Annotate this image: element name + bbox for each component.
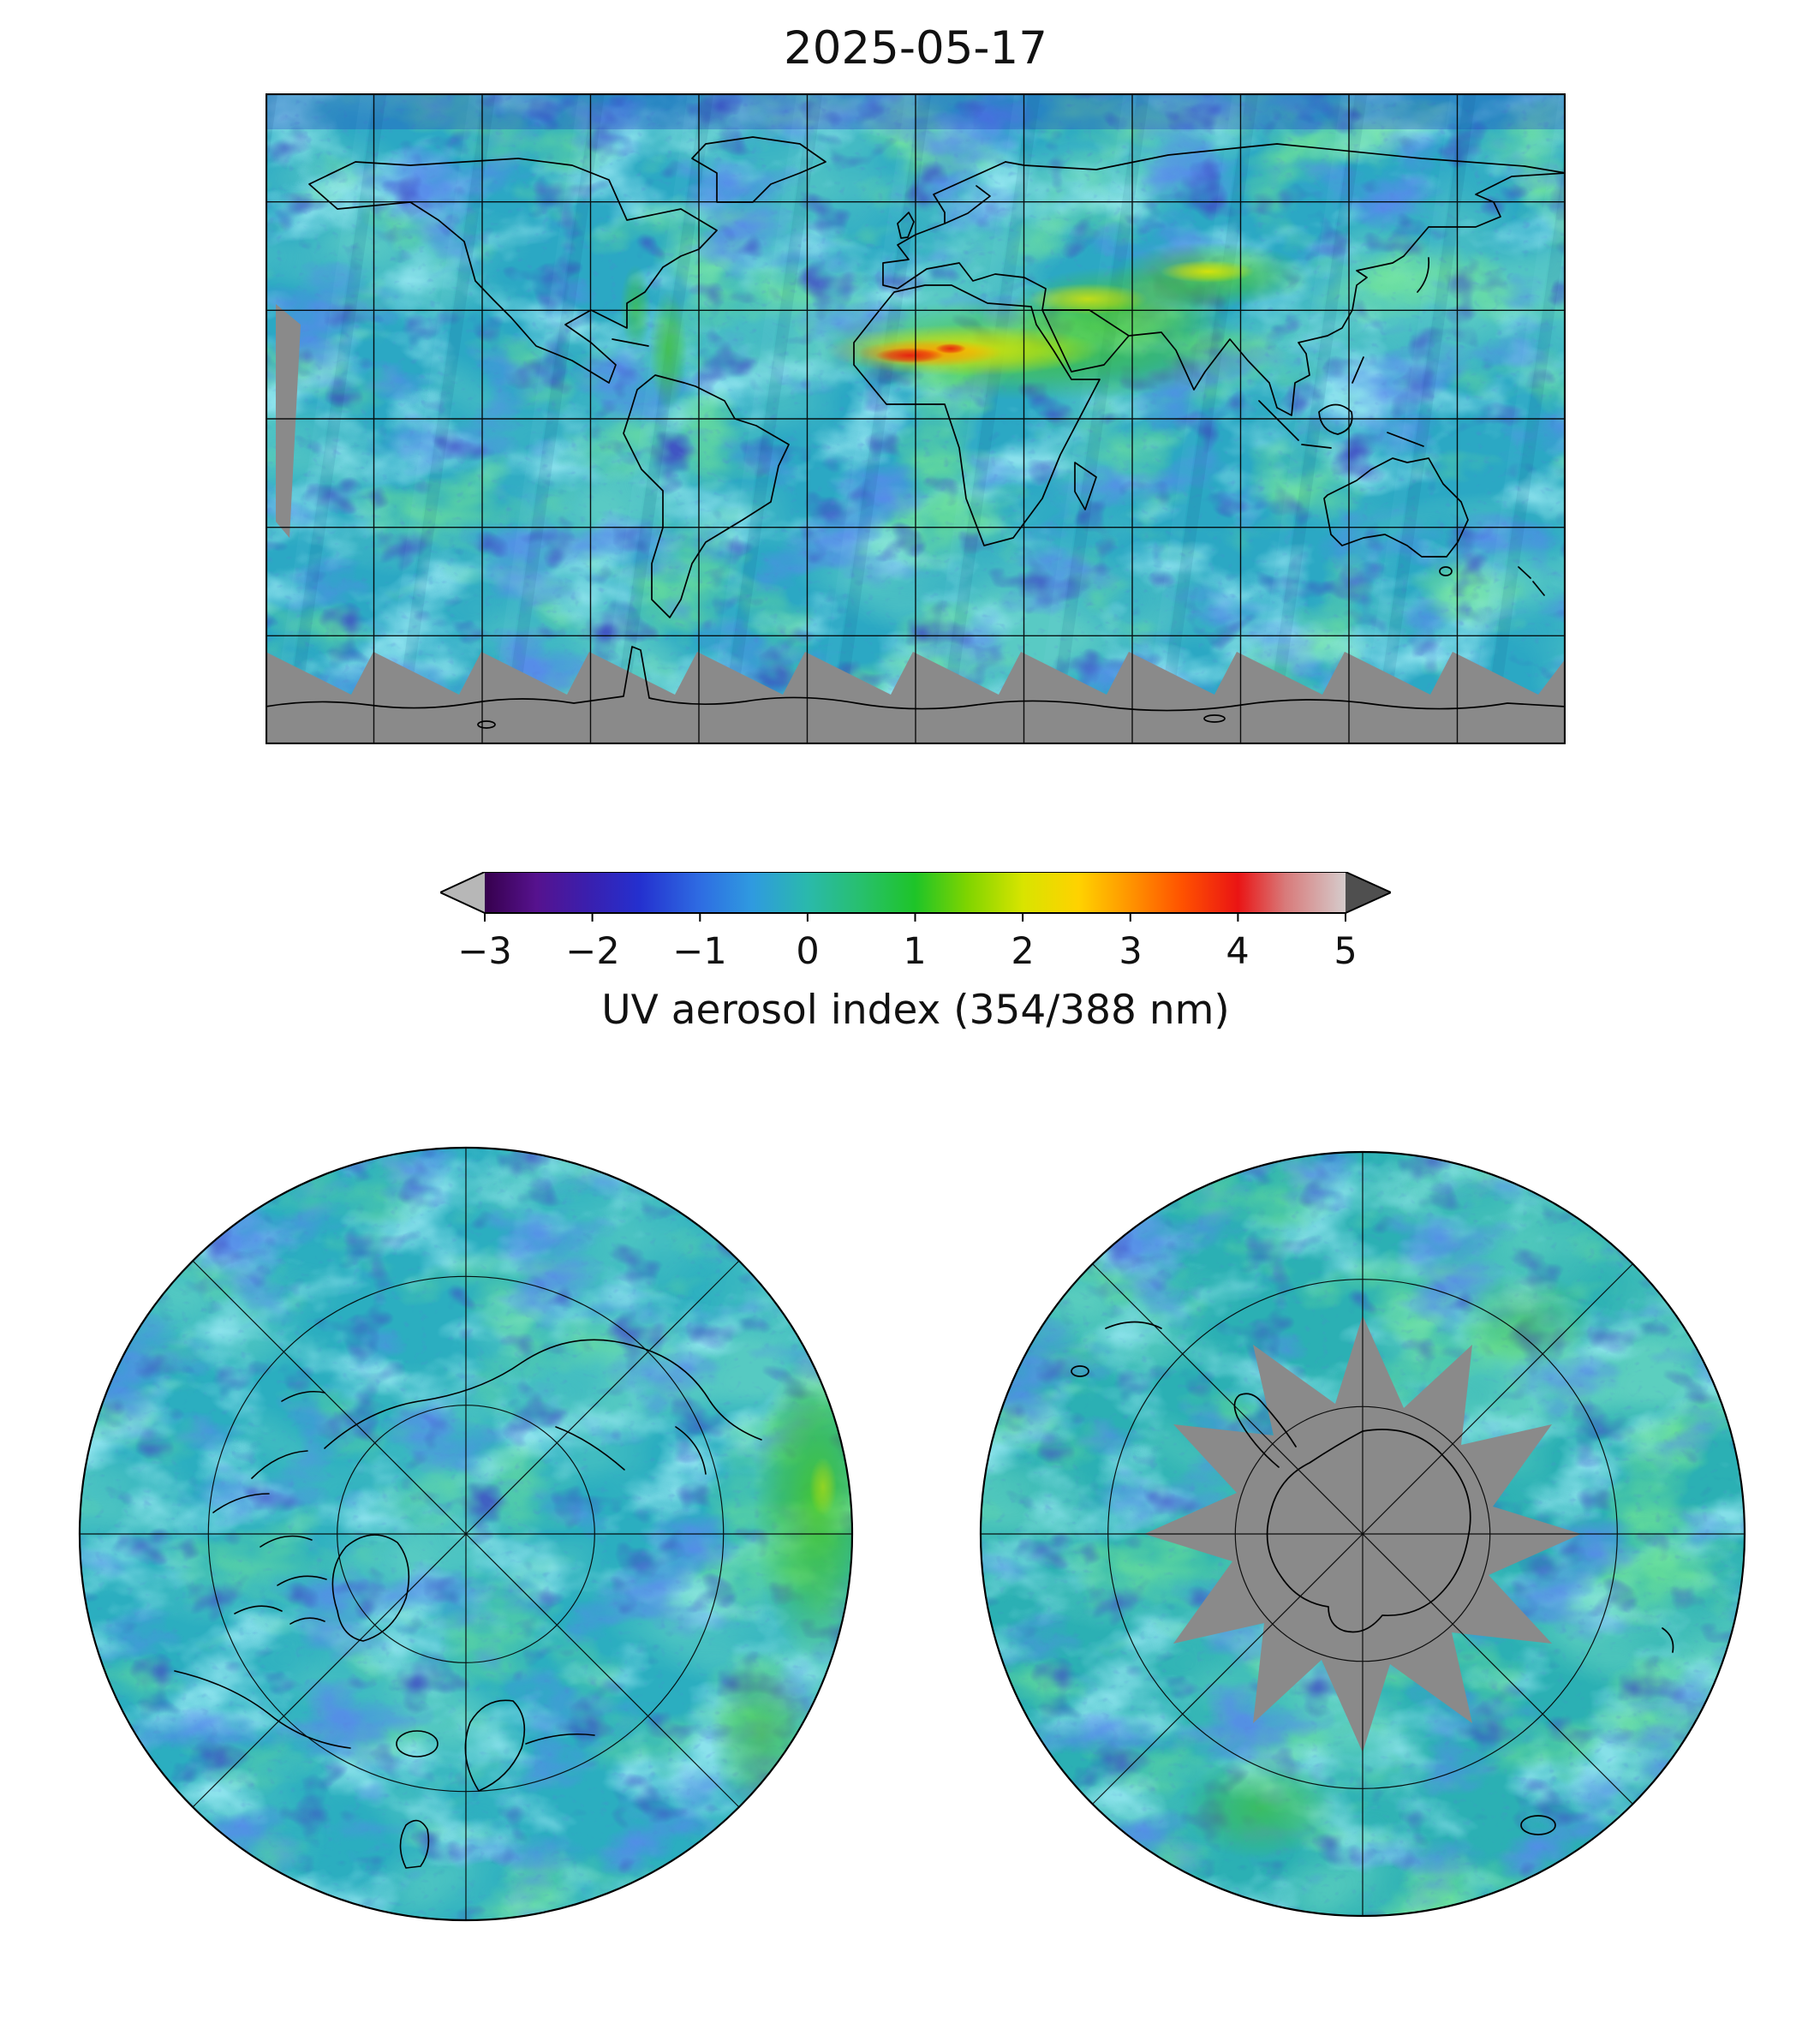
- colorbar-tick: −3: [457, 930, 512, 973]
- colorbar-tick: −1: [672, 930, 727, 973]
- north-polar-coastlines: [174, 1339, 762, 1869]
- south-polar-border: [979, 1150, 1746, 1918]
- saharan-dust-plume: [620, 242, 1310, 410]
- colorbar-tick: 2: [1011, 930, 1035, 973]
- south-polar-map: [979, 1150, 1746, 1918]
- coastlines: [266, 136, 1566, 729]
- graticule: [266, 93, 1566, 744]
- north-polar-graticule: [80, 1148, 852, 1920]
- map-border: [266, 93, 1566, 744]
- colorbar-tick: 3: [1119, 930, 1143, 973]
- antarctica-coastline: [1071, 1321, 1674, 1835]
- colorbar-gradient: [485, 872, 1346, 913]
- colorbar-tick: 1: [903, 930, 927, 973]
- colorbar-tickmarks: [484, 913, 1346, 922]
- north-polar-map: [78, 1146, 854, 1922]
- colorbar-tick: −2: [565, 930, 620, 973]
- colorbar-over-arrow: [1346, 872, 1391, 913]
- colorbar: [440, 872, 1391, 922]
- colorbar-tick: 4: [1226, 930, 1250, 973]
- colorbar-tick: 0: [796, 930, 820, 973]
- colorbar-label: UV aerosol index (354/388 nm): [601, 987, 1230, 1034]
- north-polar-border: [78, 1146, 854, 1922]
- colorbar-under-arrow: [440, 872, 485, 913]
- south-polar-graticule: [981, 1152, 1745, 1916]
- page-title: 2025-05-17: [783, 22, 1047, 75]
- global-map: [266, 93, 1566, 744]
- colorbar-tick: 5: [1334, 930, 1358, 973]
